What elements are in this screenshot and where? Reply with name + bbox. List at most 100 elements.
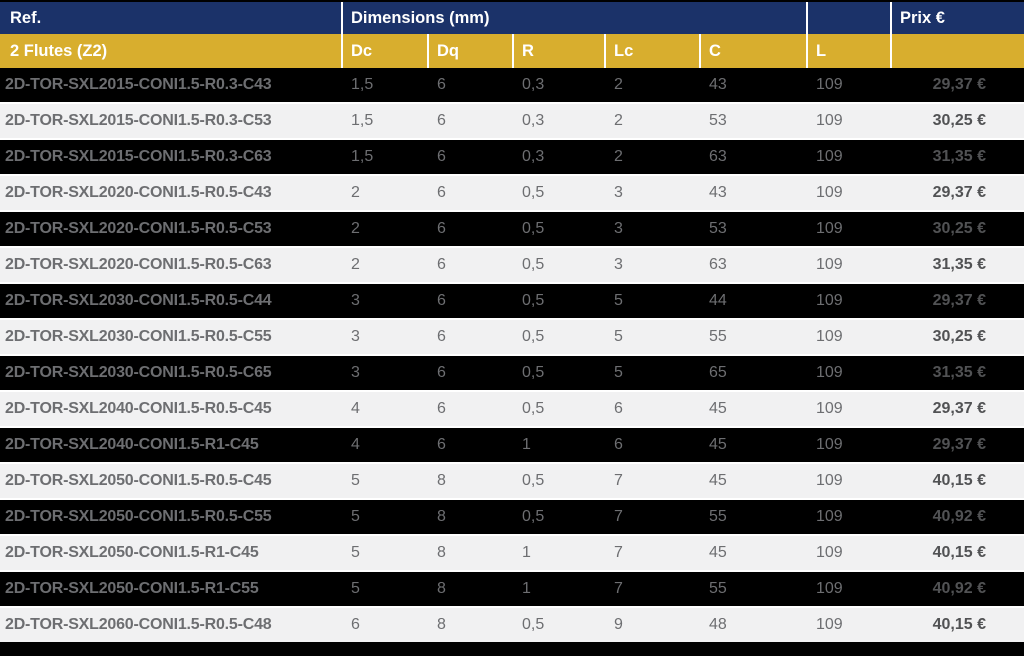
c-cell: 55 — [709, 328, 727, 345]
table-row: 2D-TOR-SXL2060-CONI1.5-R0.5-C48 6 8 0,5 … — [0, 608, 1024, 642]
subheader-flutes: 2 Flutes (Z2) — [0, 34, 343, 68]
dq-cell: 6 — [437, 256, 446, 273]
dc-cell: 3 — [351, 364, 360, 381]
price-cell: 31,35 € — [932, 148, 986, 165]
l-cell: 109 — [816, 580, 843, 597]
l-cell: 109 — [816, 508, 843, 525]
ref-cell: 2D-TOR-SXL2050-CONI1.5-R0.5-C55 — [5, 508, 272, 525]
dc-cell: 1,5 — [351, 112, 374, 129]
lc-cell: 7 — [614, 544, 623, 561]
c-cell: 43 — [709, 76, 727, 93]
l-cell: 109 — [816, 148, 843, 165]
c-cell: 63 — [709, 148, 727, 165]
dc-cell: 4 — [351, 400, 360, 417]
table-row: 2D-TOR-SXL2020-CONI1.5-R0.5-C53 2 6 0,5 … — [0, 212, 1024, 246]
table-row: 2D-TOR-SXL2030-CONI1.5-R0.5-C55 3 6 0,5 … — [0, 320, 1024, 354]
table-row: 2D-TOR-SXL2040-CONI1.5-R0.5-C45 4 6 0,5 … — [0, 392, 1024, 426]
dc-cell: 3 — [351, 328, 360, 345]
table-row: 2D-TOR-SXL2050-CONI1.5-R0.5-C45 5 8 0,5 … — [0, 464, 1024, 498]
price-cell: 29,37 € — [932, 76, 986, 93]
lc-cell: 5 — [614, 364, 623, 381]
ref-cell: 2D-TOR-SXL2030-CONI1.5-R0.5-C65 — [5, 364, 272, 381]
lc-cell: 5 — [614, 328, 623, 345]
c-cell: 45 — [709, 544, 727, 561]
r-cell: 0,5 — [522, 616, 545, 633]
dq-cell: 8 — [437, 616, 446, 633]
l-cell: 109 — [816, 76, 843, 93]
l-cell: 109 — [816, 616, 843, 633]
c-cell: 45 — [709, 472, 727, 489]
ref-cell: 2D-TOR-SXL2050-CONI1.5-R1-C55 — [5, 580, 259, 597]
c-cell: 45 — [709, 436, 727, 453]
r-cell: 1 — [522, 544, 531, 561]
lc-cell: 7 — [614, 508, 623, 525]
l-cell: 109 — [816, 292, 843, 309]
dq-cell: 6 — [437, 112, 446, 129]
dq-cell: 6 — [437, 184, 446, 201]
price-cell: 30,25 € — [932, 328, 986, 345]
l-cell: 109 — [816, 220, 843, 237]
price-cell: 40,15 € — [932, 472, 986, 489]
price-cell: 40,15 € — [932, 544, 986, 561]
ref-cell: 2D-TOR-SXL2050-CONI1.5-R0.5-C45 — [5, 472, 272, 489]
price-cell: 29,37 € — [932, 436, 986, 453]
c-cell: 65 — [709, 364, 727, 381]
c-cell: 48 — [709, 616, 727, 633]
lc-cell: 5 — [614, 292, 623, 309]
lc-cell: 6 — [614, 400, 623, 417]
ref-cell: 2D-TOR-SXL2015-CONI1.5-R0.3-C63 — [5, 148, 272, 165]
dc-cell: 2 — [351, 184, 360, 201]
c-cell: 63 — [709, 256, 727, 273]
subheader-col-c: C — [701, 34, 808, 68]
table-row: 2D-TOR-SXL2015-CONI1.5-R0.3-C53 1,5 6 0,… — [0, 104, 1024, 138]
table-subheader-row: 2 Flutes (Z2) Dc Dq R Lc C L — [0, 34, 1024, 68]
r-cell: 0,5 — [522, 400, 545, 417]
l-cell: 109 — [816, 256, 843, 273]
dc-cell: 2 — [351, 256, 360, 273]
lc-cell: 2 — [614, 76, 623, 93]
dc-cell: 2 — [351, 220, 360, 237]
ref-cell: 2D-TOR-SXL2015-CONI1.5-R0.3-C53 — [5, 112, 272, 129]
lc-cell: 9 — [614, 616, 623, 633]
price-cell: 31,35 € — [932, 364, 986, 381]
dc-cell: 5 — [351, 544, 360, 561]
table-row: 2D-TOR-SXL2050-CONI1.5-R1-C55 5 8 1 7 55… — [0, 572, 1024, 606]
r-cell: 0,3 — [522, 112, 545, 129]
dq-cell: 8 — [437, 508, 446, 525]
ref-cell: 2D-TOR-SXL2030-CONI1.5-R0.5-C55 — [5, 328, 272, 345]
ref-cell: 2D-TOR-SXL2020-CONI1.5-R0.5-C63 — [5, 256, 272, 273]
r-cell: 1 — [522, 436, 531, 453]
table-row: 2D-TOR-SXL2050-CONI1.5-R1-C45 5 8 1 7 45… — [0, 536, 1024, 570]
dc-cell: 6 — [351, 616, 360, 633]
price-table: Ref. Dimensions (mm) Prix € 2 Flutes (Z2… — [0, 2, 1024, 642]
table-row: 2D-TOR-SXL2030-CONI1.5-R0.5-C65 3 6 0,5 … — [0, 356, 1024, 390]
header-ref: Ref. — [0, 2, 343, 34]
l-cell: 109 — [816, 112, 843, 129]
r-cell: 0,3 — [522, 148, 545, 165]
price-cell: 40,92 € — [932, 580, 986, 597]
r-cell: 0,5 — [522, 472, 545, 489]
subheader-col-r: R — [514, 34, 606, 68]
lc-cell: 2 — [614, 112, 623, 129]
c-cell: 53 — [709, 112, 727, 129]
dc-cell: 1,5 — [351, 148, 374, 165]
price-cell: 30,25 € — [932, 220, 986, 237]
table-row: 2D-TOR-SXL2030-CONI1.5-R0.5-C44 3 6 0,5 … — [0, 284, 1024, 318]
subheader-col-dc: Dc — [343, 34, 429, 68]
l-cell: 109 — [816, 328, 843, 345]
price-cell: 29,37 € — [932, 400, 986, 417]
dq-cell: 6 — [437, 364, 446, 381]
price-cell: 31,35 € — [932, 256, 986, 273]
l-cell: 109 — [816, 544, 843, 561]
lc-cell: 3 — [614, 184, 623, 201]
ref-cell: 2D-TOR-SXL2040-CONI1.5-R0.5-C45 — [5, 400, 272, 417]
l-cell: 109 — [816, 436, 843, 453]
dq-cell: 6 — [437, 436, 446, 453]
r-cell: 0,5 — [522, 508, 545, 525]
table-header-row: Ref. Dimensions (mm) Prix € — [0, 2, 1024, 34]
l-cell: 109 — [816, 184, 843, 201]
dq-cell: 8 — [437, 580, 446, 597]
c-cell: 53 — [709, 220, 727, 237]
r-cell: 1 — [522, 580, 531, 597]
lc-cell: 7 — [614, 580, 623, 597]
